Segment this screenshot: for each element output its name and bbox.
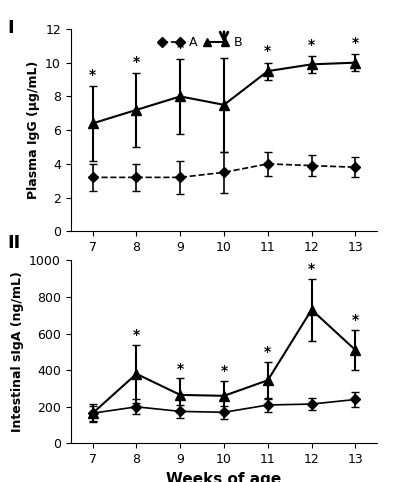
Legend: A, B: A, B xyxy=(154,31,247,54)
Text: *: * xyxy=(220,40,228,54)
Text: *: * xyxy=(89,68,96,82)
Text: I: I xyxy=(8,19,15,37)
Text: *: * xyxy=(352,313,359,327)
Y-axis label: Intestinal sIgA (ng/mL): Intestinal sIgA (ng/mL) xyxy=(11,271,24,432)
Text: *: * xyxy=(308,262,315,276)
Text: *: * xyxy=(177,41,184,55)
Text: *: * xyxy=(220,364,228,378)
Text: *: * xyxy=(264,345,271,359)
Y-axis label: Plasma IgG (μg/mL): Plasma IgG (μg/mL) xyxy=(27,61,40,200)
Text: *: * xyxy=(133,54,140,68)
Text: *: * xyxy=(133,328,140,342)
Text: II: II xyxy=(8,234,21,252)
Text: *: * xyxy=(352,36,359,50)
Text: *: * xyxy=(308,38,315,52)
Text: *: * xyxy=(177,362,184,375)
Text: *: * xyxy=(264,44,271,58)
X-axis label: Weeks of age: Weeks of age xyxy=(166,472,282,482)
